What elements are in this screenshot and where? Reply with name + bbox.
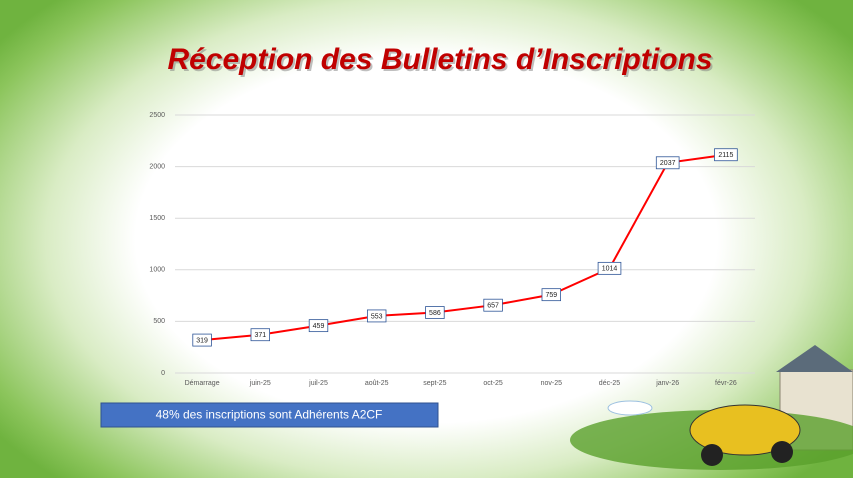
chart-title: Réception des Bulletins d’Inscriptions: [167, 43, 712, 76]
x-tick-label: oct-25: [483, 380, 503, 387]
data-label: 657: [487, 303, 499, 310]
line: [202, 153, 727, 342]
data-label-box: [308, 319, 329, 333]
data-label: 2115: [718, 152, 733, 159]
y-tick-label: 0: [161, 370, 165, 377]
annotation-box: [100, 402, 439, 428]
data-label-box: [366, 309, 387, 323]
x-tick-label: juin-25: [249, 380, 271, 387]
y-tick-label: 500: [153, 318, 165, 325]
y-tick-label: 1000: [149, 267, 165, 274]
x-tick-label: janv-26: [655, 380, 679, 387]
data-label-box: [655, 156, 680, 170]
data-label-box: [425, 306, 445, 319]
data-label: 459: [313, 323, 325, 330]
data-label-box: [483, 298, 503, 312]
data-label: 759: [545, 292, 557, 299]
chart-title-shadow: Réception des Bulletins d’Inscriptions: [169, 45, 714, 78]
data-label: 2037: [660, 160, 676, 167]
y-tick-label: 2000: [149, 163, 165, 170]
data-label: 319: [196, 337, 208, 344]
data-label: 371: [254, 332, 266, 339]
data-label-box: [192, 333, 212, 347]
x-tick-label: déc-25: [599, 380, 621, 387]
y-tick-label: 1500: [149, 215, 165, 222]
data-label: 586: [429, 310, 441, 317]
x-tick-label: sept-25: [423, 380, 446, 387]
x-tick-label: août-25: [365, 380, 389, 387]
data-label-box: [597, 261, 622, 275]
x-tick-label: nov-25: [541, 380, 563, 387]
y-tick-label: 2500: [149, 112, 165, 119]
x-tick-label: févr-26: [715, 380, 737, 387]
x-tick-label: juil-25: [308, 380, 328, 387]
data-label-box: [714, 148, 738, 162]
x-tick-label: Démarrage: [185, 380, 220, 387]
data-label: 553: [371, 313, 383, 320]
annotation: 48% des inscriptions sont Adhérents A2CF: [156, 408, 383, 422]
data-label-box: [250, 328, 271, 342]
decoration: [570, 345, 853, 470]
data-label: 1014: [602, 266, 618, 273]
data-label-box: [541, 288, 562, 302]
